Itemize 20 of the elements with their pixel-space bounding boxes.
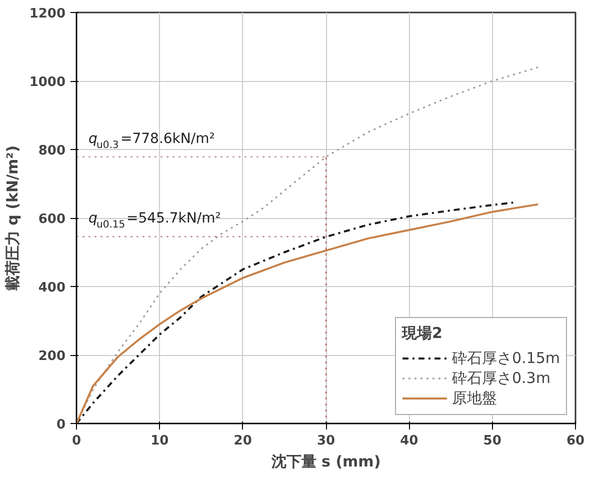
legend-label: 原地盤 <box>452 388 497 408</box>
y-tick-label: 1000 <box>29 75 66 90</box>
x-tick-label: 0 <box>72 434 82 448</box>
legend-title: 現場2 <box>402 324 444 343</box>
y-tick-label: 200 <box>38 349 66 364</box>
y-tick-label: 800 <box>38 144 66 158</box>
x-tick-label: 50 <box>483 434 502 448</box>
x-tick-label: 40 <box>400 434 418 448</box>
y-tick-label: 600 <box>38 212 66 227</box>
legend-label: 砕石厚さ0.15m <box>452 348 560 368</box>
x-tick-label: 30 <box>316 434 336 448</box>
y-tick-label: 0 <box>56 418 66 432</box>
y-axis-title: 載荷圧力 q (kN/m²) <box>3 145 22 292</box>
y-tick-label: 1200 <box>29 6 66 22</box>
x-tick-label: 10 <box>150 434 169 448</box>
x-tick-label: 60 <box>566 434 585 448</box>
legend-label: 砕石厚さ0.3m <box>452 368 550 388</box>
x-axis-title: 沈下量 s (mm) <box>270 452 381 470</box>
x-tick-label: 20 <box>234 434 252 448</box>
y-tick-label: 400 <box>38 280 66 296</box>
